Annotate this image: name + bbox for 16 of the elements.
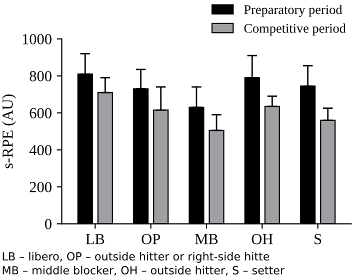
text: LB – libero, OP – outside hitter or right-side hitte <box>2 252 270 263</box>
text: MB – middle blocker, OH – outside hitter, S – setter <box>2 266 285 276</box>
x-tick-label: S <box>314 234 322 244</box>
x-tick-label: LB <box>86 234 104 244</box>
y-tick-label: 0 <box>44 218 52 230</box>
y-tick-label: 200 <box>30 182 52 192</box>
y-tick-label: 400 <box>29 144 52 156</box>
y-axis-title: s-RPE (AU) <box>2 94 16 168</box>
y-tick-label: 1000 <box>22 34 52 44</box>
y-tick-label: 600 <box>30 108 52 118</box>
x-tick-label: MB <box>195 234 218 244</box>
legend-label: Preparatory period <box>244 4 342 17</box>
y-tick-label: 800 <box>30 71 52 82</box>
x-tick-label: OP <box>142 234 160 244</box>
legend-label: Competitive period <box>244 24 346 36</box>
x-tick-label: OH <box>252 234 273 244</box>
